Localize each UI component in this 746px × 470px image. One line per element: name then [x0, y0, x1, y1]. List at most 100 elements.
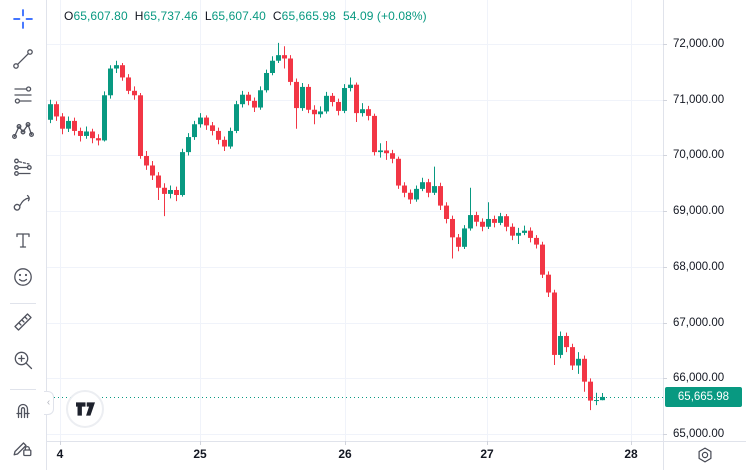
- price-tick-label: 69,000.00: [673, 205, 725, 218]
- candle: [252, 97, 257, 112]
- candle: [132, 86, 137, 100]
- candle: [354, 82, 359, 123]
- tool-forecast-button[interactable]: [9, 153, 37, 181]
- candle: [384, 140, 389, 160]
- candle: [336, 98, 341, 116]
- candle: [366, 105, 371, 121]
- candle: [390, 149, 395, 164]
- tool-crosshair-button[interactable]: [9, 5, 37, 33]
- candle: [246, 91, 251, 106]
- candle: [588, 378, 593, 411]
- candle: [300, 83, 305, 111]
- candle: [258, 86, 263, 110]
- brush-icon: [13, 194, 30, 211]
- candle: [120, 62, 125, 81]
- candle: [480, 218, 485, 232]
- candle: [504, 213, 509, 232]
- candle: [600, 392, 605, 401]
- candle: [522, 225, 527, 236]
- last-price-label: 65,665.98: [665, 386, 742, 407]
- candle: [570, 343, 575, 370]
- legend-high-label: H: [134, 9, 144, 23]
- candle: [276, 42, 281, 63]
- candle: [474, 211, 479, 227]
- candle: [150, 161, 155, 180]
- candle: [288, 55, 293, 86]
- candle: [324, 91, 329, 114]
- candle: [468, 187, 473, 231]
- legend-open-label: O: [64, 9, 74, 23]
- time-tick-label: 25: [193, 447, 207, 461]
- candle: [360, 103, 365, 117]
- candle: [162, 183, 167, 217]
- text-icon: [16, 233, 30, 248]
- candle: [420, 177, 425, 192]
- time-tick-label: 28: [624, 447, 638, 461]
- zoom-in-icon: [14, 351, 33, 370]
- tool-drawing-lock-button[interactable]: [9, 434, 37, 462]
- measure-ruler-icon: [14, 313, 32, 331]
- candle: [558, 331, 563, 359]
- candle: [126, 74, 131, 95]
- candle: [222, 136, 227, 151]
- candle: [552, 289, 557, 365]
- trend-line-icon: [13, 49, 33, 69]
- candle: [270, 56, 275, 76]
- xabcd-pattern-icon: [12, 122, 34, 139]
- tool-xabcd-pattern-button[interactable]: [9, 117, 37, 145]
- candle: [180, 148, 185, 197]
- candle: [144, 150, 149, 170]
- tool-brush-button[interactable]: [9, 189, 37, 217]
- candle: [234, 100, 239, 134]
- candle: [432, 166, 437, 196]
- toolbar-divider: [10, 389, 36, 390]
- legend-high-value: 65,737.46: [143, 9, 198, 23]
- toolbar-divider: [10, 303, 36, 304]
- time-tick-label: 27: [480, 447, 494, 461]
- tool-trend-line-button[interactable]: [9, 45, 37, 73]
- candle: [294, 78, 299, 129]
- candle: [594, 392, 599, 406]
- tool-magnet-button[interactable]: [9, 396, 37, 424]
- tool-zoom-in-button[interactable]: [9, 346, 37, 374]
- drawing-toolbar: [0, 0, 47, 470]
- candle: [348, 77, 353, 92]
- candle: [210, 122, 215, 136]
- candle: [426, 178, 431, 198]
- legend-low-label: L: [204, 9, 212, 23]
- legend-low-value: 65,607.40: [211, 9, 266, 23]
- candle: [96, 134, 101, 146]
- emoji-icon: [14, 268, 32, 286]
- candle: [402, 182, 407, 198]
- tool-measure-ruler-button[interactable]: [9, 308, 37, 336]
- candle: [114, 60, 119, 73]
- tool-text-button[interactable]: [9, 226, 37, 254]
- candle: [228, 127, 233, 149]
- candle: [546, 271, 551, 297]
- tool-emoji-button[interactable]: [9, 263, 37, 291]
- tradingview-logo[interactable]: [66, 390, 104, 428]
- candle: [564, 332, 569, 353]
- price-tick-label: 71,000.00: [673, 93, 725, 106]
- gear-icon: [698, 447, 712, 463]
- candle: [372, 113, 377, 156]
- forecast-icon: [14, 158, 32, 176]
- candle: [168, 185, 173, 199]
- candle: [54, 101, 59, 121]
- candle: [156, 172, 161, 201]
- toolbar-collapse-chevron-icon[interactable]: [44, 391, 54, 415]
- candle: [186, 133, 191, 156]
- candle: [48, 99, 53, 124]
- candle: [492, 215, 497, 228]
- candle: [516, 227, 521, 245]
- candle: [102, 91, 107, 142]
- candle: [438, 182, 443, 211]
- price-scale-settings-button[interactable]: [695, 446, 715, 466]
- candle: [264, 69, 269, 93]
- candle: [72, 117, 77, 136]
- tool-fib-retracement-button[interactable]: [9, 81, 37, 109]
- price-tick-label: 72,000.00: [673, 38, 725, 51]
- candle: [396, 156, 401, 189]
